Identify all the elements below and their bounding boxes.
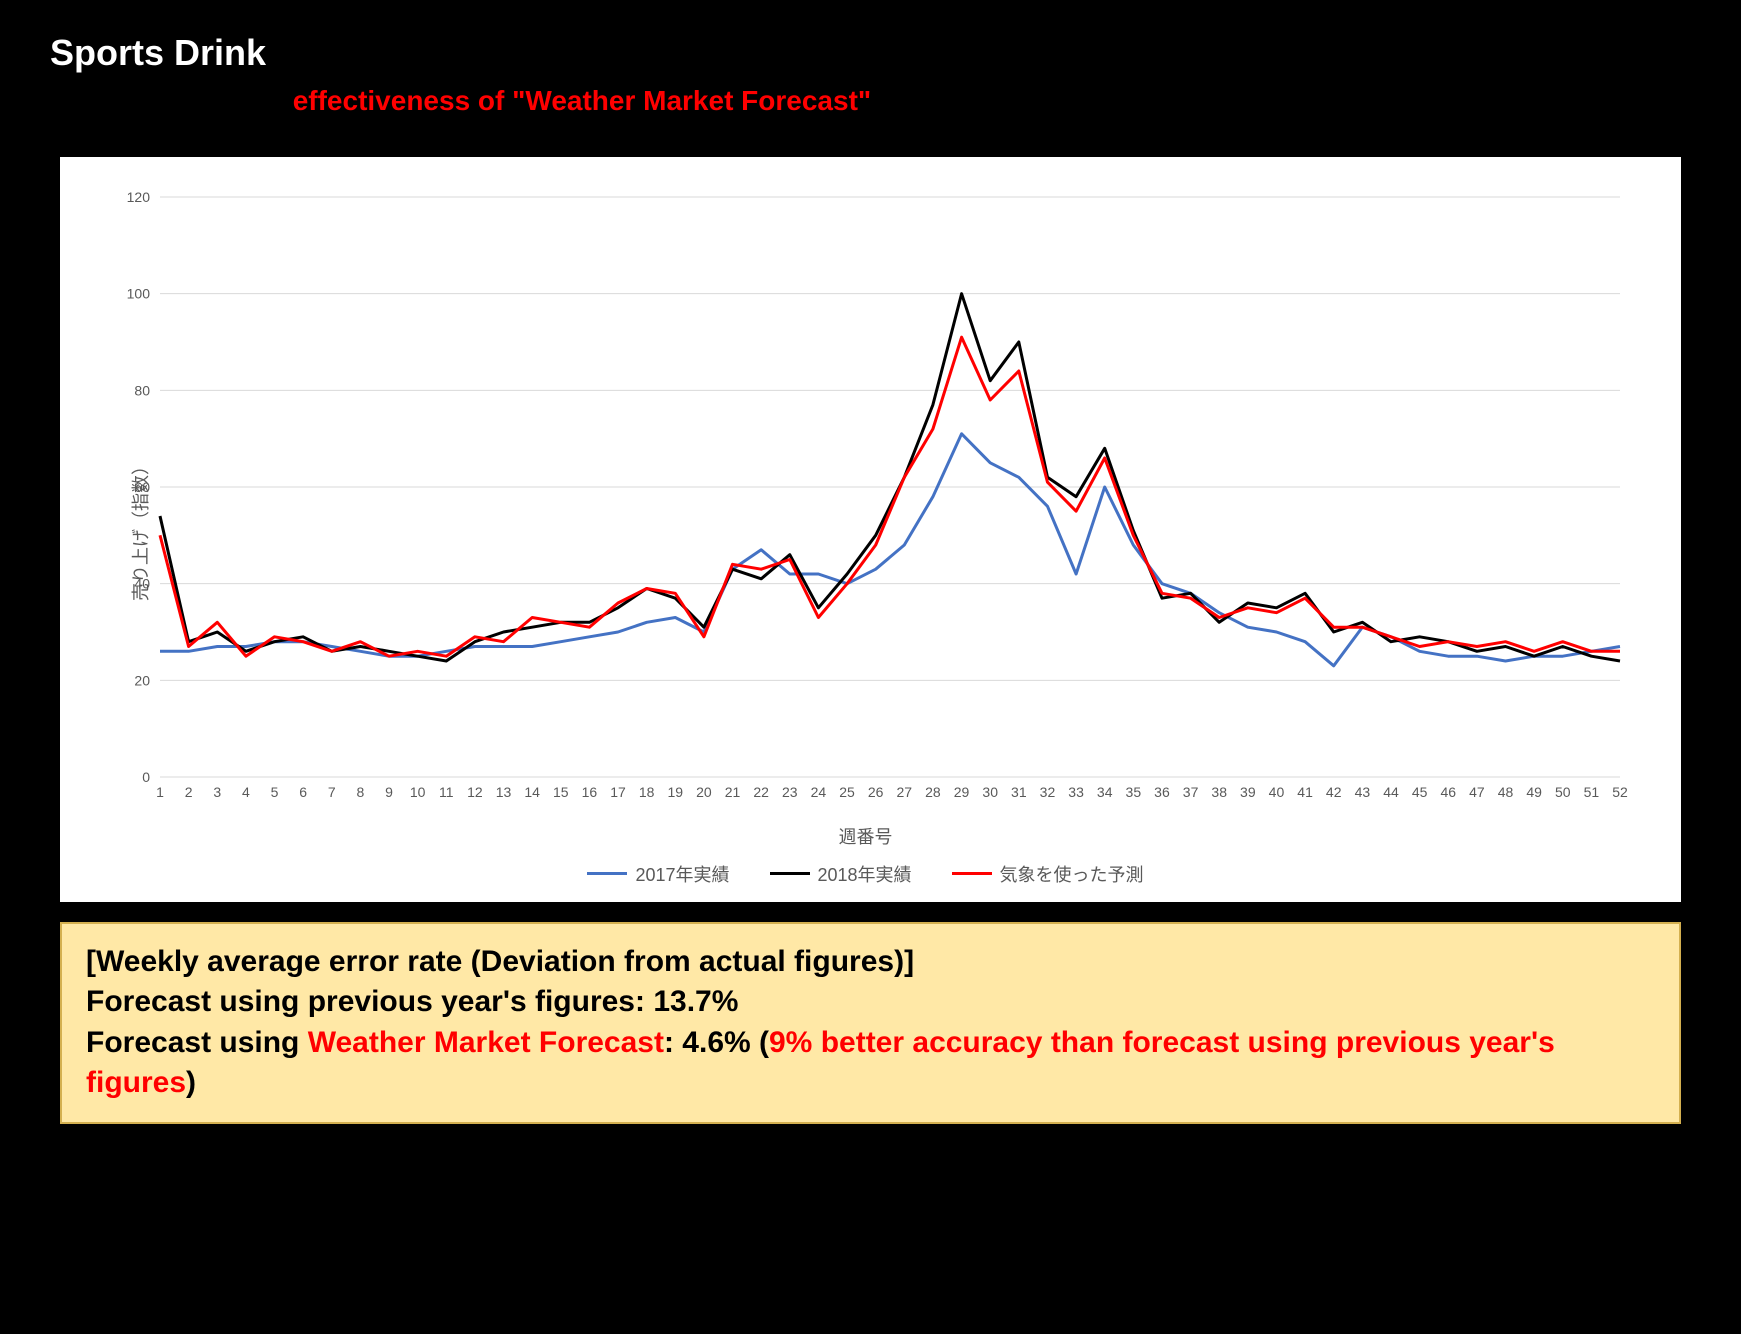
svg-text:35: 35 [1126,784,1142,800]
svg-text:52: 52 [1612,784,1628,800]
svg-text:32: 32 [1040,784,1056,800]
svg-text:25: 25 [839,784,855,800]
svg-text:42: 42 [1326,784,1342,800]
svg-text:21: 21 [725,784,741,800]
legend: 2017年実績 2018年実績 気象を使った予測 [80,861,1651,887]
svg-text:47: 47 [1469,784,1485,800]
callout-box: [Weekly average error rate (Deviation fr… [60,922,1681,1124]
svg-text:39: 39 [1240,784,1256,800]
svg-text:40: 40 [1269,784,1285,800]
subtitle-red: effectiveness of "Weather Market Forecas… [293,85,871,116]
legend-color-swatch [952,872,992,875]
svg-text:46: 46 [1440,784,1456,800]
svg-text:12: 12 [467,784,483,800]
legend-item: 2017年実績 [587,861,729,887]
legend-label: 2017年実績 [635,861,729,887]
main-title: Sports Drink [50,30,1691,77]
svg-text:3: 3 [213,784,221,800]
svg-text:49: 49 [1526,784,1542,800]
svg-text:22: 22 [753,784,769,800]
svg-text:30: 30 [982,784,998,800]
svg-text:37: 37 [1183,784,1199,800]
svg-text:24: 24 [811,784,827,800]
header: Sports Drink Verification of the effecti… [0,0,1741,137]
callout-line3-a: Forecast using [86,1026,308,1059]
svg-text:50: 50 [1555,784,1571,800]
svg-text:2: 2 [185,784,193,800]
svg-text:41: 41 [1297,784,1313,800]
subtitle-prefix: Verification of the [50,85,293,116]
svg-text:36: 36 [1154,784,1170,800]
legend-color-swatch [587,872,627,875]
svg-text:28: 28 [925,784,941,800]
svg-text:1: 1 [156,784,164,800]
callout-line3-c: : 4.6% ( [664,1026,769,1059]
chart-container: 売り上げ（指数） 0204060801001201234567891011121… [60,157,1681,902]
svg-text:11: 11 [439,784,454,800]
subtitle-suffix: in 2018 [871,85,974,116]
legend-item: 気象を使った予測 [952,861,1144,887]
callout-line2: Forecast using previous year's figures: … [86,982,1655,1023]
svg-text:13: 13 [496,784,512,800]
svg-text:4: 4 [242,784,250,800]
svg-text:38: 38 [1211,784,1227,800]
svg-text:120: 120 [127,189,151,205]
callout-line3-b: Weather Market Forecast [308,1026,664,1059]
svg-text:20: 20 [134,672,150,688]
svg-text:5: 5 [271,784,279,800]
svg-text:43: 43 [1355,784,1371,800]
svg-text:8: 8 [356,784,364,800]
svg-text:16: 16 [582,784,598,800]
svg-text:17: 17 [610,784,626,800]
svg-text:26: 26 [868,784,884,800]
svg-text:9: 9 [385,784,393,800]
svg-text:14: 14 [524,784,540,800]
svg-text:27: 27 [897,784,913,800]
svg-text:31: 31 [1011,784,1027,800]
svg-text:6: 6 [299,784,307,800]
callout-line3-e: ) [186,1066,196,1099]
x-axis-label: 週番号 [80,823,1651,849]
legend-label: 2018年実績 [818,861,912,887]
svg-text:10: 10 [410,784,426,800]
callout-line3: Forecast using Weather Market Forecast: … [86,1023,1655,1104]
svg-text:19: 19 [668,784,684,800]
svg-text:33: 33 [1068,784,1084,800]
svg-text:45: 45 [1412,784,1428,800]
svg-text:80: 80 [134,382,150,398]
svg-text:44: 44 [1383,784,1399,800]
svg-text:48: 48 [1498,784,1514,800]
line-chart: 0204060801001201234567891011121314151617… [80,177,1640,817]
legend-color-swatch [770,872,810,875]
legend-label: 気象を使った予測 [1000,861,1144,887]
y-axis-label: 売り上げ（指数） [127,457,153,601]
svg-text:29: 29 [954,784,970,800]
subtitle: Verification of the effectiveness of "We… [50,85,1691,117]
svg-text:23: 23 [782,784,798,800]
svg-text:7: 7 [328,784,336,800]
svg-text:100: 100 [127,285,151,301]
svg-text:15: 15 [553,784,569,800]
callout-line1: [Weekly average error rate (Deviation fr… [86,942,1655,983]
svg-text:34: 34 [1097,784,1113,800]
svg-text:18: 18 [639,784,655,800]
legend-item: 2018年実績 [770,861,912,887]
svg-text:20: 20 [696,784,712,800]
svg-text:0: 0 [142,769,150,785]
svg-text:51: 51 [1584,784,1600,800]
